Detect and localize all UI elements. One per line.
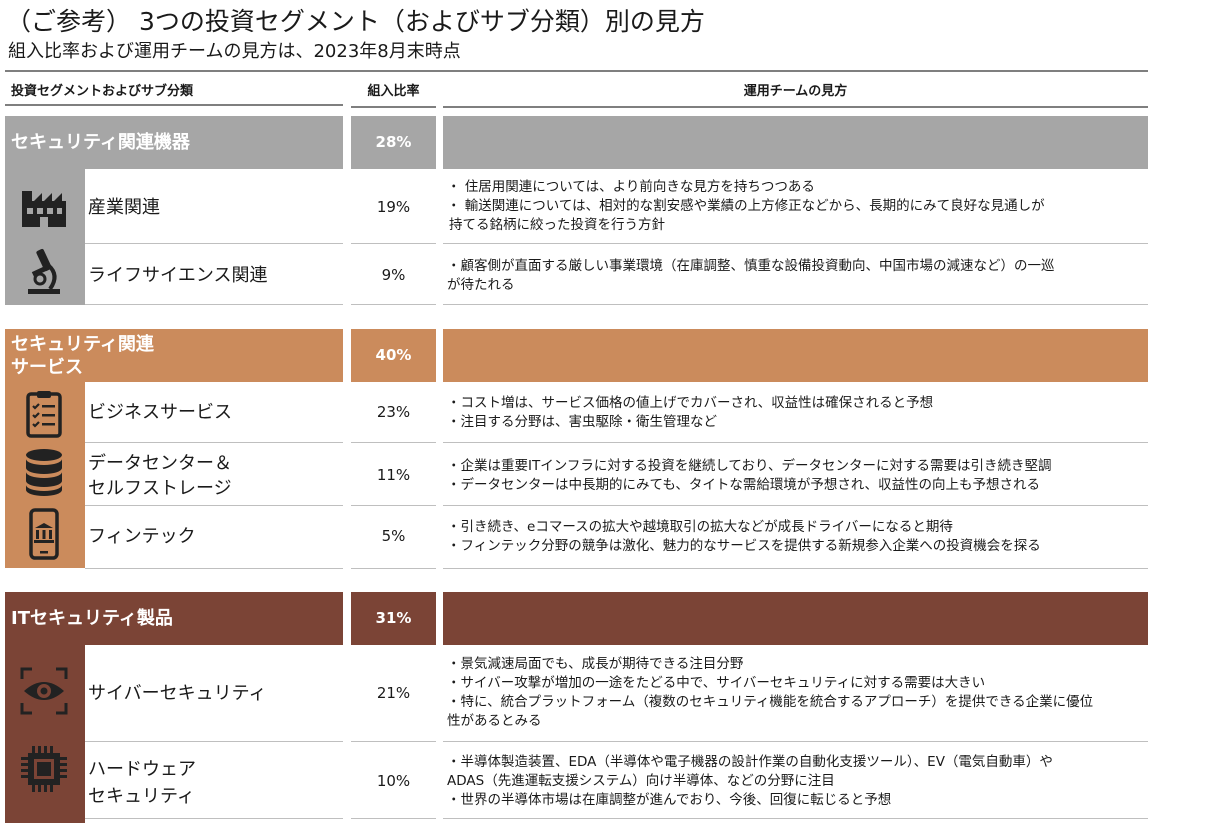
row-divider bbox=[351, 304, 436, 305]
subsegment-name-datacenter-line2: セルフストレージ bbox=[88, 478, 232, 499]
segment-name-line1: セキュリティ関連 bbox=[11, 334, 154, 355]
top-rule bbox=[5, 70, 1148, 72]
segment-icon-column bbox=[5, 645, 85, 823]
row-divider bbox=[85, 568, 343, 569]
row-divider bbox=[85, 818, 343, 819]
comment-line: ・サイバー攻撃が増加の一途をたどる中で、サイバーセキュリティに対する需要は大きい bbox=[447, 675, 986, 691]
subsegment-ratio-lifescience: 9% bbox=[381, 266, 406, 284]
comment-line: 性があるとみる bbox=[447, 713, 542, 729]
row-divider bbox=[351, 818, 436, 819]
segment-icon-column bbox=[5, 169, 85, 305]
segment-icon-column bbox=[5, 382, 85, 568]
row-divider bbox=[85, 442, 343, 443]
subsegment-ratio-industrial: 19% bbox=[376, 198, 411, 216]
comment-line: ・コスト増は、サービス価格の値上げでカバーされ、収益性は確保されると予想 bbox=[447, 395, 934, 411]
column-header-ratio: 組入比率 bbox=[351, 78, 436, 108]
comment-line: が待たれる bbox=[447, 277, 515, 293]
comment-line: ADAS（先進運転支援システム）向け半導体、などの分野に注目 bbox=[447, 773, 835, 789]
subsegment-name-industrial: 産業関連 bbox=[88, 197, 160, 218]
row-divider bbox=[351, 505, 436, 506]
segment-band-security-services: セキュリティ関連 サービス bbox=[5, 329, 343, 382]
segment-band-it-security: ITセキュリティ製品 bbox=[5, 592, 343, 645]
clipboard-checklist-icon bbox=[18, 388, 70, 440]
comment-line: ・特に、統合プラットフォーム（複数のセキュリティ機能を統合するアプローチ）を提供… bbox=[447, 694, 1094, 710]
comment-line: ・世界の半導体市場は在庫調整が進んでおり、今後、回復に転じると予想 bbox=[447, 792, 892, 808]
segment-name-line2: サービス bbox=[11, 357, 83, 378]
row-divider bbox=[351, 741, 436, 742]
column-header-outlook: 運用チームの見方 bbox=[443, 78, 1148, 108]
segment-name: セキュリティ関連機器 bbox=[11, 132, 190, 153]
segment-ratio: 31% bbox=[375, 609, 412, 627]
comment-line: ・半導体製造装置、EDA（半導体や電子機器の設計作業の自動化支援ツール）、EV（… bbox=[447, 754, 1053, 770]
subsegment-comment-business-services: ・コスト増は、サービス価格の値上げでカバーされ、収益性は確保されると予想 ・注目… bbox=[447, 394, 1145, 432]
row-divider bbox=[85, 304, 343, 305]
subsegment-name-cybersecurity: サイバーセキュリティ bbox=[88, 683, 267, 704]
row-divider bbox=[351, 568, 436, 569]
segment-outlook-band bbox=[443, 116, 1148, 169]
segment-ratio-cell: 40% bbox=[351, 329, 436, 382]
subsegment-ratio-hardware: 10% bbox=[376, 772, 411, 790]
comment-line: ・注目する分野は、害虫駆除・衛生管理など bbox=[447, 414, 717, 430]
subsegment-comment-cybersecurity: ・景気減速局面でも、成長が期待できる注目分野 ・サイバー攻撃が増加の一途をたどる… bbox=[447, 655, 1145, 731]
subsegment-comment-datacenter: ・企業は重要ITインフラに対する投資を継続しており、データセンターに対する需要は… bbox=[447, 457, 1145, 495]
subsegment-name-fintech: フィンテック bbox=[88, 526, 196, 547]
row-divider bbox=[443, 442, 1148, 443]
column-header-segment: 投資セグメントおよびサブ分類 bbox=[5, 78, 343, 106]
subsegment-name-hardware-line1: ハードウェア bbox=[88, 759, 196, 780]
row-divider bbox=[443, 243, 1148, 244]
subsegment-comment-fintech: ・引き続き、eコマースの拡大や越境取引の拡大などが成長ドライバーになると期待 ・… bbox=[447, 518, 1145, 556]
comment-line: ・ 輸送関連については、相対的な割安感や業績の上方修正などから、長期的にみて良好… bbox=[447, 198, 1045, 214]
comment-line: ・フィンテック分野の競争は激化、魅力的なサービスを提供する新規参入企業への投資機… bbox=[447, 538, 1041, 554]
row-divider bbox=[443, 741, 1148, 742]
subsegment-ratio-datacenter: 11% bbox=[376, 466, 411, 484]
page-title: （ご参考） 3つの投資セグメント（およびサブ分類）別の見方 bbox=[6, 7, 705, 36]
subsegment-ratio-business-services: 23% bbox=[376, 403, 411, 421]
row-divider bbox=[85, 741, 343, 742]
smartphone-bank-icon bbox=[18, 508, 70, 560]
comment-line: 持てる銘柄に絞った投資を行う方針 bbox=[449, 217, 665, 233]
segment-outlook-band bbox=[443, 592, 1148, 645]
row-divider bbox=[443, 505, 1148, 506]
comment-line: ・ 住居用関連については、より前向きな見方を持ちつつある bbox=[447, 179, 815, 195]
comment-line: ・引き続き、eコマースの拡大や越境取引の拡大などが成長ドライバーになると期待 bbox=[447, 519, 953, 535]
subsegment-comment-hardware: ・半導体製造装置、EDA（半導体や電子機器の設計作業の自動化支援ツール）、EV（… bbox=[447, 753, 1145, 810]
subsegment-name-hardware-line2: セキュリティ bbox=[88, 786, 195, 807]
subsegment-name-lifescience: ライフサイエンス関連 bbox=[88, 265, 268, 286]
segment-outlook-band bbox=[443, 329, 1148, 382]
segment-ratio-cell: 28% bbox=[351, 116, 436, 169]
segment-ratio: 40% bbox=[375, 346, 412, 364]
row-divider bbox=[351, 243, 436, 244]
subsegment-name-datacenter-line1: データセンター＆ bbox=[88, 453, 232, 474]
subsegment-ratio-fintech: 5% bbox=[381, 527, 406, 545]
subsegment-name-business-services: ビジネスサービス bbox=[88, 402, 232, 423]
microscope-icon bbox=[18, 245, 70, 297]
segment-ratio: 28% bbox=[375, 133, 412, 151]
factory-icon bbox=[18, 181, 70, 233]
row-divider bbox=[443, 568, 1148, 569]
segment-name: ITセキュリティ製品 bbox=[11, 608, 173, 629]
row-divider bbox=[443, 304, 1148, 305]
comment-line: ・顧客側が直面する厳しい事業環境（在庫調整、慎重な設備投資動向、中国市場の減速な… bbox=[447, 258, 1055, 274]
page-subtitle: 組入比率および運用チームの見方は、2023年8月末時点 bbox=[8, 41, 461, 62]
segment-band-security-equipment: セキュリティ関連機器 bbox=[5, 116, 343, 169]
subsegment-ratio-cybersecurity: 21% bbox=[376, 684, 411, 702]
row-divider bbox=[85, 505, 343, 506]
eye-scan-icon bbox=[18, 665, 70, 717]
database-icon bbox=[18, 446, 70, 498]
comment-line: ・企業は重要ITインフラに対する投資を継続しており、データセンターに対する需要は… bbox=[447, 458, 1052, 474]
row-divider bbox=[443, 818, 1148, 819]
comment-line: ・景気減速局面でも、成長が期待できる注目分野 bbox=[447, 656, 744, 672]
subsegment-comment-industrial: ・ 住居用関連については、より前向きな見方を持ちつつある ・ 輸送関連については… bbox=[447, 178, 1145, 235]
row-divider bbox=[85, 243, 343, 244]
comment-line: ・データセンターは中長期的にみても、タイトな需給環境が予想され、収益性の向上も予… bbox=[447, 477, 1041, 493]
segment-ratio-cell: 31% bbox=[351, 592, 436, 645]
row-divider bbox=[351, 442, 436, 443]
chip-icon bbox=[18, 743, 70, 795]
subsegment-comment-lifescience: ・顧客側が直面する厳しい事業環境（在庫調整、慎重な設備投資動向、中国市場の減速な… bbox=[447, 257, 1145, 295]
